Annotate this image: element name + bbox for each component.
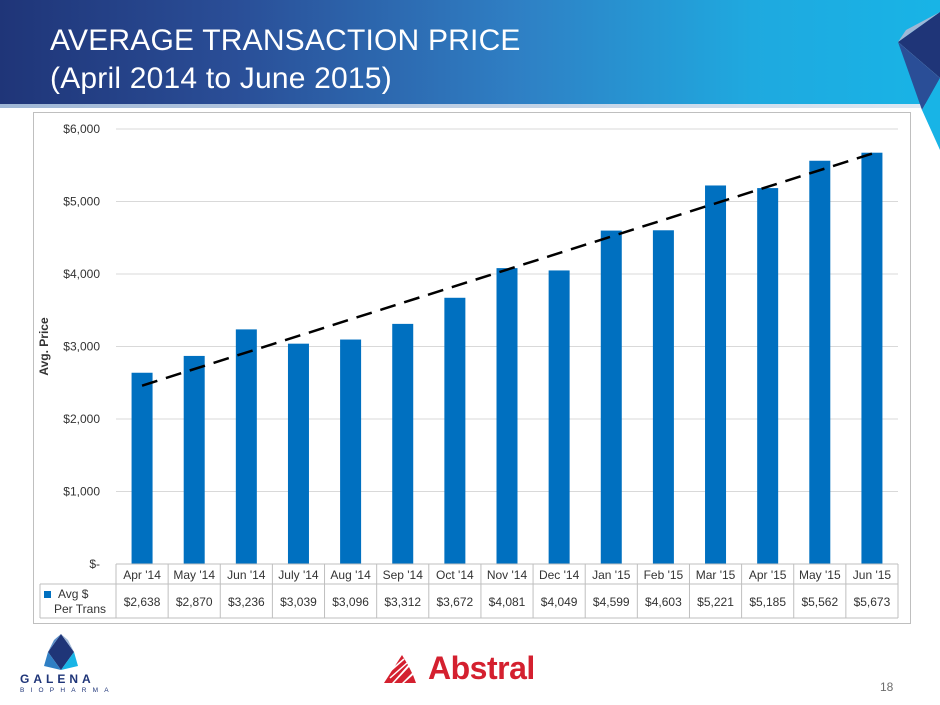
y-axis-label: Avg. Price — [37, 317, 51, 376]
data-label: $2,638 — [124, 595, 161, 609]
x-tick-label: May '14 — [173, 568, 215, 582]
title-line-2: (April 2014 to June 2015) — [50, 62, 392, 95]
y-tick-label: $4,000 — [63, 267, 100, 281]
data-label: $2,870 — [176, 595, 213, 609]
galena-star-corner-icon — [898, 12, 940, 150]
bar — [340, 339, 362, 564]
x-tick-label: Mar '15 — [696, 568, 736, 582]
legend-label-line2: Per Trans — [54, 602, 106, 616]
bar — [652, 230, 674, 564]
y-tick-label: $2,000 — [63, 412, 100, 426]
data-label: $5,221 — [697, 595, 734, 609]
galena-subtitle: BIOPHARMA — [20, 687, 115, 694]
legend-label-line1: Avg $ — [58, 587, 89, 601]
bar — [809, 160, 831, 564]
x-tick-label: Aug '14 — [330, 568, 371, 582]
slide-title: AVERAGE TRANSACTION PRICE (April 2014 to… — [50, 22, 521, 98]
data-label: $4,603 — [645, 595, 682, 609]
x-tick-label: Dec '14 — [539, 568, 580, 582]
bar — [392, 323, 414, 564]
bar — [287, 343, 309, 564]
x-tick-label: Sep '14 — [383, 568, 424, 582]
x-tick-label: Jun '14 — [227, 568, 266, 582]
data-label: $3,672 — [437, 595, 474, 609]
bar — [757, 188, 779, 564]
data-label: $3,096 — [332, 595, 369, 609]
bar — [496, 268, 518, 564]
header-band — [0, 0, 940, 108]
x-tick-label: July '14 — [278, 568, 319, 582]
data-label: $5,673 — [854, 595, 891, 609]
trendline — [141, 152, 873, 387]
x-tick-label: Feb '15 — [644, 568, 684, 582]
y-tick-label: $- — [89, 557, 100, 571]
bar — [548, 270, 570, 564]
data-label: $4,049 — [541, 595, 578, 609]
bar — [183, 355, 205, 564]
data-label: $4,081 — [489, 595, 526, 609]
x-tick-label: Jan '15 — [592, 568, 631, 582]
data-label: $5,185 — [749, 595, 786, 609]
data-label: $5,562 — [801, 595, 838, 609]
y-tick-label: $6,000 — [63, 122, 100, 136]
data-label: $4,599 — [593, 595, 630, 609]
page-number: 18 — [880, 680, 894, 694]
bar — [235, 329, 257, 564]
bar — [444, 297, 466, 564]
data-label: $3,039 — [280, 595, 317, 609]
x-tick-label: Oct '14 — [436, 568, 474, 582]
data-label: $3,236 — [228, 595, 265, 609]
y-tick-label: $1,000 — [63, 485, 100, 499]
title-line-1: AVERAGE TRANSACTION PRICE — [50, 24, 521, 57]
bar — [861, 152, 883, 564]
legend-swatch — [44, 591, 51, 598]
bar-chart: $- $1,000 $2,000 $3,000 $4,000 $5,000 $6,000 Av… — [37, 122, 899, 619]
bar — [600, 230, 622, 564]
x-tick-label: Jun '15 — [853, 568, 892, 582]
data-label: $3,312 — [384, 595, 421, 609]
abstral-logo-icon — [384, 655, 416, 683]
x-tick-label: Nov '14 — [487, 568, 528, 582]
bar — [131, 372, 153, 564]
y-tick-label: $5,000 — [63, 195, 100, 209]
abstral-wordmark: Abstral — [428, 650, 535, 686]
chart-container: $- $1,000 $2,000 $3,000 $4,000 $5,000 $6,000 Av… — [33, 112, 911, 624]
x-tick-label: Apr '15 — [749, 568, 787, 582]
x-tick-label: May '15 — [799, 568, 841, 582]
y-tick-label: $3,000 — [63, 340, 100, 354]
galena-wordmark: GALENA — [20, 672, 95, 686]
bar — [705, 185, 727, 564]
x-tick-label: Apr '14 — [123, 568, 161, 582]
galena-logo-icon — [44, 634, 78, 670]
